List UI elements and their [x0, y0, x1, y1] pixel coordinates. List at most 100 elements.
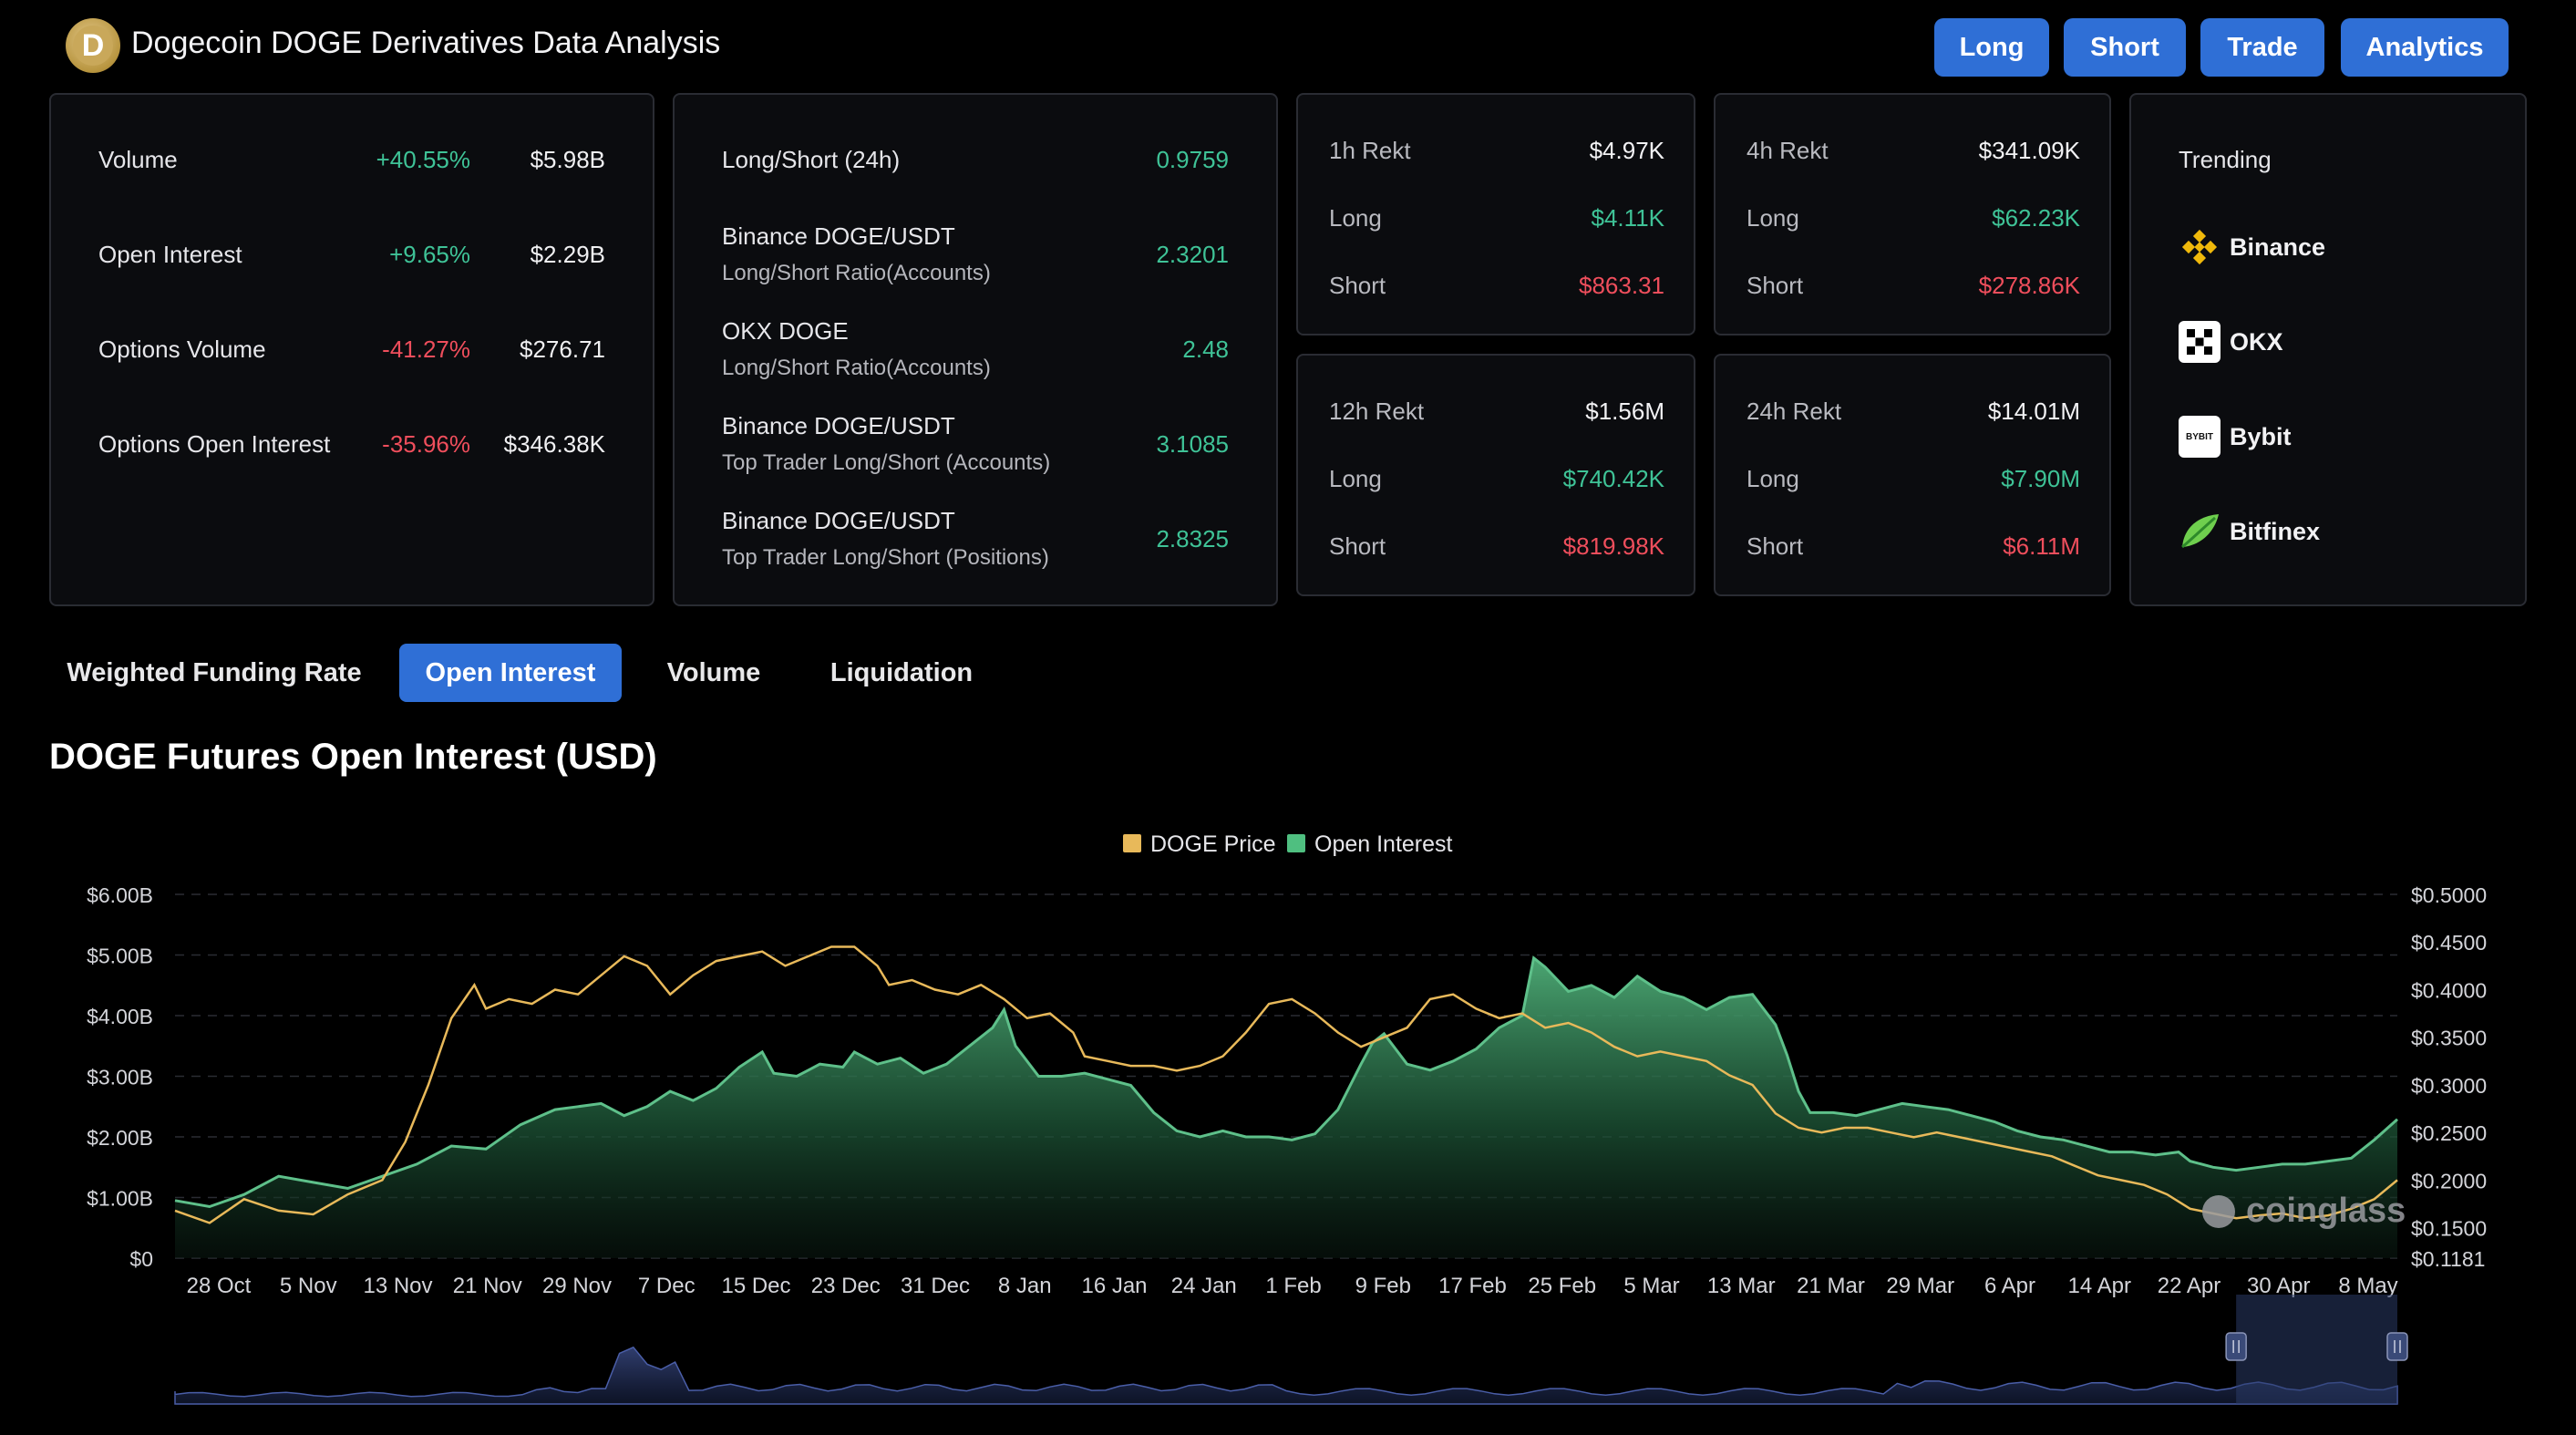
- rekt-24h-panel: 24h Rekt $14.01M Long $7.90M Short $6.11…: [1714, 354, 2111, 596]
- ratio-type: Long/Short Ratio(Accounts): [722, 356, 991, 380]
- x-tick-label: 30 Apr: [2247, 1274, 2310, 1298]
- rekt-short: $6.11M: [2003, 532, 2080, 560]
- y-right-tick-label: $0.3500: [2411, 1027, 2487, 1050]
- summary-value: $276.71: [520, 336, 605, 363]
- y-right-tick-label: $0.5000: [2411, 883, 2487, 907]
- y-right-tick-label: $0.1500: [2411, 1217, 2487, 1241]
- navigator-handle-left[interactable]: [2225, 1332, 2247, 1361]
- ratio-value: 2.3201: [1156, 241, 1229, 268]
- exchange-name: Bybit: [2230, 422, 2292, 450]
- rekt-long: $7.90M: [2001, 465, 2080, 492]
- x-tick-label: 9 Feb: [1355, 1274, 1411, 1298]
- trending-item-bitfinex[interactable]: Bitfinex: [2179, 511, 2320, 552]
- summary-panel: Volume +40.55% $5.98B Open Interest +9.6…: [49, 93, 654, 606]
- oi-price-chart[interactable]: DOGE Price Open Interest $0$1.00B$2.00B$…: [0, 802, 2576, 1435]
- summary-change: -41.27%: [382, 336, 470, 363]
- x-tick-label: 14 Apr: [2068, 1274, 2131, 1298]
- okx-icon: [2179, 321, 2221, 363]
- ratio-value: 2.8325: [1156, 525, 1229, 552]
- y-right-tick-label: $0.2500: [2411, 1121, 2487, 1145]
- legend-swatch-doge-price[interactable]: [1123, 834, 1141, 852]
- y-axis-left: $0 $1.00B $2.00B $3.00B $4.00B $5.00B $6.00B: [87, 883, 153, 1271]
- trending-item-bybit[interactable]: BYBIT Bybit: [2179, 416, 2292, 458]
- tab-volume[interactable]: Volume: [666, 657, 761, 687]
- y-left-tick-label: $5.00B: [87, 945, 153, 968]
- binance-icon: [2179, 226, 2221, 268]
- rekt-short-label: Short: [1747, 272, 1804, 299]
- analytics-button[interactable]: Analytics: [2341, 18, 2509, 77]
- bybit-icon: BYBIT: [2179, 416, 2221, 458]
- ratio-value: 3.1085: [1156, 430, 1229, 458]
- ratio-value: 2.48: [1182, 336, 1229, 363]
- legend-label-doge-price[interactable]: DOGE Price: [1150, 831, 1276, 857]
- tab-open-interest[interactable]: Open Interest: [399, 644, 622, 702]
- navigator-handle-right[interactable]: [2386, 1332, 2408, 1361]
- ratio-type: Top Trader Long/Short (Accounts): [722, 450, 1051, 475]
- x-tick-label: 17 Feb: [1438, 1274, 1507, 1298]
- rekt-long-label: Long: [1747, 204, 1799, 232]
- rekt-total: $1.56M: [1585, 397, 1664, 425]
- chart-legend: DOGE Price Open Interest: [1123, 831, 1453, 857]
- x-tick-label: 8 Jan: [998, 1274, 1052, 1298]
- legend-label-open-interest[interactable]: Open Interest: [1314, 831, 1453, 857]
- page-title: Dogecoin DOGE Derivatives Data Analysis: [131, 26, 721, 60]
- navigator-selection[interactable]: [2236, 1295, 2397, 1404]
- ratio-type: Top Trader Long/Short (Positions): [722, 545, 1049, 570]
- y-right-tick-label: $0.1181: [2411, 1247, 2485, 1271]
- open-interest-area: [175, 957, 2397, 1258]
- rekt-short-label: Short: [1329, 272, 1386, 299]
- ratio-exchange: Binance DOGE/USDT: [722, 222, 955, 250]
- trade-button[interactable]: Trade: [2200, 18, 2324, 77]
- x-tick-label: 13 Mar: [1707, 1274, 1776, 1298]
- tab-weighted-funding-rate[interactable]: Weighted Funding Rate: [67, 657, 362, 687]
- bybit-logo-text: BYBIT: [2186, 431, 2213, 442]
- chart-title: DOGE Futures Open Interest (USD): [49, 737, 657, 777]
- long-button[interactable]: Long: [1934, 18, 2049, 77]
- rekt-title: 4h Rekt: [1747, 137, 1829, 164]
- handle-grip[interactable]: [2386, 1332, 2408, 1361]
- trending-item-okx[interactable]: OKX: [2179, 321, 2283, 363]
- summary-label: Volume: [98, 146, 178, 173]
- y-right-tick-label: $0.4000: [2411, 978, 2487, 1002]
- rekt-title: 24h Rekt: [1747, 397, 1842, 425]
- x-tick-label: 25 Feb: [1528, 1274, 1596, 1298]
- y-axis-right: $0.1181 $0.1500 $0.2000 $0.2500 $0.3000 $0.35…: [2411, 883, 2487, 1271]
- trending-title: Trending: [2179, 146, 2272, 173]
- tab-liquidation[interactable]: Liquidation: [829, 657, 974, 687]
- x-tick-label: 8 May: [2338, 1274, 2397, 1298]
- handle-grip[interactable]: [2225, 1332, 2247, 1361]
- rekt-long-label: Long: [1329, 465, 1382, 492]
- short-button[interactable]: Short: [2064, 18, 2186, 77]
- x-tick-label: 29 Mar: [1886, 1274, 1954, 1298]
- summary-value: $346.38K: [503, 430, 605, 458]
- rekt-4h-panel: 4h Rekt $341.09K Long $62.23K Short $278…: [1714, 93, 2111, 336]
- doge-logo: D: [66, 18, 120, 73]
- rekt-long: $62.23K: [1992, 204, 2080, 232]
- rekt-total: $14.01M: [1987, 397, 2080, 425]
- rekt-short-label: Short: [1747, 532, 1804, 560]
- x-tick-label: 5 Mar: [1623, 1274, 1679, 1298]
- rekt-long: $740.42K: [1562, 465, 1664, 492]
- x-tick-label: 29 Nov: [542, 1274, 612, 1298]
- summary-label: Options Open Interest: [98, 430, 331, 458]
- long-short-panel: Long/Short (24h) 0.9759 Binance DOGE/USD…: [673, 93, 1278, 606]
- rekt-1h-panel: 1h Rekt $4.97K Long $4.11K Short $863.31: [1296, 93, 1695, 336]
- rekt-12h-panel: 12h Rekt $1.56M Long $740.42K Short $819…: [1296, 354, 1695, 596]
- x-tick-label: 5 Nov: [280, 1274, 337, 1298]
- exchange-name: Binance: [2230, 232, 2326, 261]
- trending-item-binance[interactable]: Binance: [2179, 226, 2325, 268]
- x-tick-label: 1 Feb: [1265, 1274, 1321, 1298]
- range-navigator[interactable]: [174, 1295, 2408, 1405]
- rekt-short-label: Short: [1329, 532, 1386, 560]
- x-tick-label: 15 Dec: [721, 1274, 790, 1298]
- rekt-total: $341.09K: [1978, 137, 2080, 164]
- summary-change: -35.96%: [382, 430, 470, 458]
- rekt-total: $4.97K: [1589, 137, 1664, 164]
- legend-swatch-open-interest[interactable]: [1287, 834, 1305, 852]
- navigator-series: [174, 1346, 2398, 1405]
- coinglass-watermark: coinglass: [2202, 1192, 2406, 1230]
- watermark-text: coinglass: [2246, 1192, 2406, 1230]
- rekt-title: 1h Rekt: [1329, 137, 1411, 164]
- y-left-tick-label: $4.00B: [87, 1005, 153, 1028]
- x-tick-label: 22 Apr: [2158, 1274, 2221, 1298]
